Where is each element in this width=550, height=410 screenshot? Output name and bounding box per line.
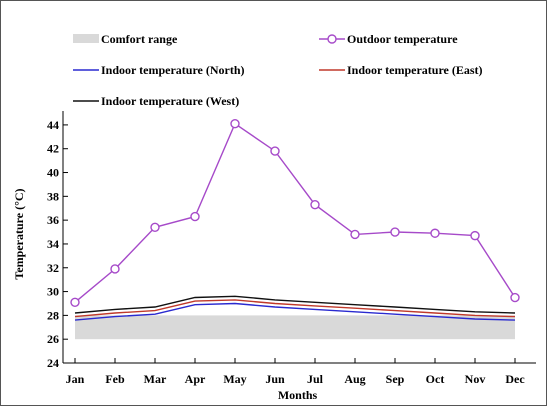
y-axis-title: Temperature (°C) bbox=[12, 188, 26, 279]
comfort-range-band bbox=[75, 315, 515, 340]
y-tick-label: 38 bbox=[47, 189, 59, 203]
legend-label: Indoor temperature (West) bbox=[101, 94, 239, 108]
line-chart: Comfort range Outdoor temperature Indoor t… bbox=[12, 32, 536, 402]
series-layer bbox=[70, 119, 520, 321]
y-tick-label: 36 bbox=[47, 213, 59, 227]
series-line bbox=[74, 299, 516, 318]
x-tick-label: Oct bbox=[426, 372, 445, 386]
y-tick-label: 40 bbox=[47, 166, 59, 180]
y-tick-label: 26 bbox=[47, 332, 59, 346]
legend-item-outdoor-temperature: Outdoor temperature bbox=[319, 32, 458, 46]
x-tick-label: Feb bbox=[105, 372, 125, 386]
x-tick-label: Jul bbox=[307, 372, 324, 386]
legend-label: Indoor temperature (North) bbox=[101, 63, 245, 77]
x-tick-label: Jan bbox=[66, 372, 85, 386]
legend-label: Indoor temperature (East) bbox=[347, 63, 483, 77]
x-tick-label: Jun bbox=[265, 372, 285, 386]
y-tick-label: 30 bbox=[47, 285, 59, 299]
data-point bbox=[310, 199, 320, 210]
data-point bbox=[70, 297, 80, 307]
y-tick-label: 32 bbox=[47, 261, 59, 275]
y-tick-label: 24 bbox=[47, 356, 59, 370]
legend-item-comfort-range: Comfort range bbox=[73, 32, 178, 46]
y-tick-label: 42 bbox=[47, 142, 59, 156]
y-tick-label: 28 bbox=[47, 308, 59, 322]
y-tick-label: 44 bbox=[47, 118, 59, 132]
legend-label: Outdoor temperature bbox=[347, 32, 458, 46]
legend: Comfort range Outdoor temperature Indoor t… bbox=[73, 32, 483, 108]
y-tick-label: 34 bbox=[47, 237, 59, 251]
x-axis-title: Months bbox=[278, 388, 318, 402]
x-tick-label: May bbox=[223, 372, 246, 386]
x-tick-label: Aug bbox=[344, 372, 365, 386]
series-line bbox=[74, 122, 516, 303]
series-indoor-temperature-west bbox=[74, 295, 516, 314]
x-tick-label: Dec bbox=[505, 372, 525, 386]
data-point bbox=[470, 230, 480, 241]
data-point bbox=[390, 227, 400, 237]
legend-item-indoor-temperature-west: Indoor temperature (West) bbox=[73, 94, 239, 108]
comfort-band-layer bbox=[75, 315, 515, 340]
data-point bbox=[510, 292, 520, 303]
x-tick-label: Nov bbox=[465, 372, 486, 386]
axes: 24 26 28 30 32 34 36 38 40 42 44 Jan Feb Mar Apr May Jun… bbox=[47, 111, 536, 386]
series-indoor-temperature-east bbox=[74, 299, 516, 318]
series-line bbox=[74, 295, 516, 314]
series-line bbox=[74, 302, 516, 321]
legend-swatch bbox=[73, 34, 99, 43]
data-point bbox=[230, 119, 240, 129]
data-point bbox=[350, 229, 360, 240]
legend-marker bbox=[327, 34, 337, 44]
legend-label: Comfort range bbox=[101, 32, 178, 46]
data-point bbox=[110, 264, 120, 274]
data-point bbox=[430, 228, 440, 238]
legend-item-indoor-temperature-east: Indoor temperature (East) bbox=[319, 63, 483, 77]
series-outdoor-temperature bbox=[70, 119, 520, 307]
legend-item-indoor-temperature-north: Indoor temperature (North) bbox=[73, 63, 245, 77]
series-indoor-temperature-north bbox=[74, 302, 516, 321]
x-tick-label: Sep bbox=[386, 372, 405, 386]
x-tick-label: Mar bbox=[144, 372, 167, 386]
data-point bbox=[190, 211, 200, 222]
x-tick-label: Apr bbox=[185, 372, 206, 386]
data-point bbox=[270, 146, 280, 156]
data-point bbox=[150, 222, 160, 232]
